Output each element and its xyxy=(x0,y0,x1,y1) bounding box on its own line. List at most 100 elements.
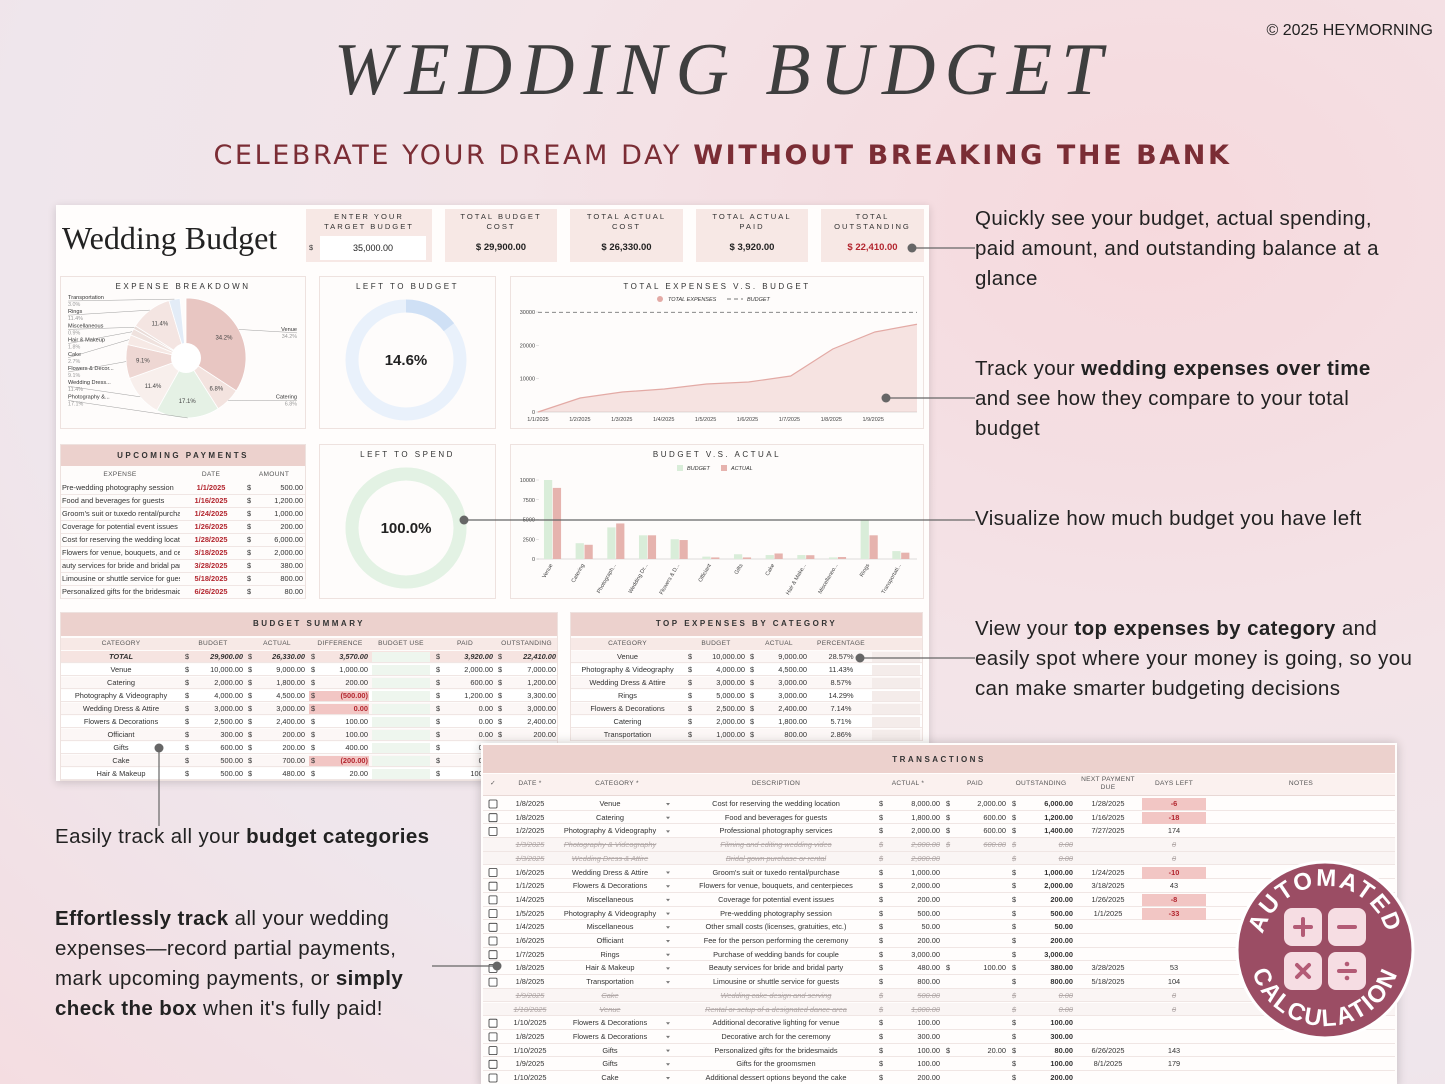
checkbox[interactable] xyxy=(488,895,498,905)
cell-description: Personalized gifts for the bridesmaids xyxy=(714,1045,838,1055)
kpi-currency: $ xyxy=(847,242,853,253)
checkbox[interactable] xyxy=(488,1046,498,1055)
cell-amount: 2,000.00 xyxy=(911,853,940,863)
cell: 200.00 xyxy=(345,678,368,687)
cell: 4,500.00 xyxy=(778,665,807,674)
cell-currency: $ xyxy=(688,691,693,700)
column-header: DATE * xyxy=(518,780,542,787)
callout: Visualize how much budget you have left xyxy=(975,504,1415,534)
cell: 5,000.00 xyxy=(716,691,745,700)
row-band xyxy=(483,797,1395,811)
cell-amount: 0.00 xyxy=(1058,853,1073,863)
connector-dot xyxy=(154,743,164,753)
checkbox[interactable] xyxy=(488,1018,498,1028)
checkbox[interactable] xyxy=(488,881,498,891)
checkbox[interactable] xyxy=(488,1032,498,1042)
cell: 1,000.00 xyxy=(716,730,745,739)
cell-currency: $ xyxy=(185,717,190,726)
row-band xyxy=(61,716,557,728)
percent-bar-cell xyxy=(872,730,920,740)
cell-currency: $ xyxy=(1012,922,1017,932)
checkbox[interactable] xyxy=(488,799,498,809)
bar xyxy=(679,540,688,559)
bar xyxy=(860,519,869,559)
kpi-input xyxy=(320,236,426,260)
cell-currency: $ xyxy=(185,665,190,674)
cell-amount: 1,000.00 xyxy=(911,1004,940,1014)
cell-date: 1/8/2025 xyxy=(515,799,545,808)
cell-amount: 100.00 xyxy=(917,1059,940,1069)
column-header: BUDGET USE xyxy=(378,640,424,647)
cell-currency: $ xyxy=(879,908,884,918)
dropdown-icon xyxy=(666,981,670,984)
cell-currency: $ xyxy=(688,704,693,713)
cell-currency: $ xyxy=(247,522,252,531)
column-header: ✓ xyxy=(490,780,496,787)
cell-date: 1/10/2025 xyxy=(513,1004,547,1014)
cell-amount: 8,000.00 xyxy=(911,799,940,808)
cell-amount: 2,000.00 xyxy=(911,840,940,850)
divide-dot xyxy=(1344,975,1350,981)
checkbox[interactable] xyxy=(488,1059,498,1069)
checkbox[interactable] xyxy=(488,950,498,960)
checkbox[interactable] xyxy=(488,909,498,918)
cell-amount: 200.00 xyxy=(917,1073,940,1082)
pie-label: Wedding Dress... xyxy=(68,380,111,386)
cell-days-left: 53 xyxy=(1169,963,1179,973)
cell-amount: 600.00 xyxy=(983,826,1006,836)
cell-amount: 200.00 xyxy=(1050,1073,1073,1082)
copyright: © 2025 HEYMORNING xyxy=(1266,22,1434,39)
connector-dot xyxy=(881,393,891,403)
row-band xyxy=(571,664,922,676)
cell: 800.00 xyxy=(784,730,807,739)
row-band xyxy=(571,651,922,663)
series-line xyxy=(537,323,918,413)
x-tick-label: 1/1/2025 xyxy=(527,417,548,423)
checkbox[interactable] xyxy=(488,827,498,836)
cell-currency: $ xyxy=(1012,1059,1017,1069)
cell-currency: $ xyxy=(946,799,951,808)
cell-currency: $ xyxy=(750,730,755,739)
cell-description: Filming and editing wedding video xyxy=(720,840,832,850)
checkbox[interactable] xyxy=(488,813,498,823)
pie-label-value: 3.0% xyxy=(68,302,80,308)
x-tick-label: 1/5/2025 xyxy=(695,417,716,423)
cell-currency: $ xyxy=(879,1059,884,1069)
cell-days-left: 143 xyxy=(1167,1045,1181,1055)
cell-amount: 2,000.00 xyxy=(1044,881,1073,891)
pie-value-label: 6.8% xyxy=(210,387,224,393)
cell-amount: 2,000.00 xyxy=(977,799,1006,808)
cell-currency: $ xyxy=(1012,853,1017,863)
checkbox[interactable] xyxy=(488,922,498,932)
callout-text: top expenses by category xyxy=(1074,617,1336,640)
dropdown-icon xyxy=(666,953,670,957)
cell-amount: 800.00 xyxy=(1050,977,1073,987)
callout: Track your wedding expenses over time an… xyxy=(975,354,1405,444)
checkbox[interactable] xyxy=(488,977,498,987)
cell: 6,000.00 xyxy=(274,535,303,544)
cell: Flowers for venue, bouquets, and ce xyxy=(62,548,180,557)
cell: 200.00 xyxy=(282,730,305,739)
cell-category: Catering xyxy=(596,812,624,822)
cell-currency: $ xyxy=(1012,881,1017,891)
cell-currency: $ xyxy=(248,730,253,739)
kpi-currency: $ xyxy=(601,242,607,253)
cell-amount: 0.00 xyxy=(1058,840,1073,850)
cell: 300.00 xyxy=(220,730,243,739)
panel-title: LEFT TO BUDGET xyxy=(355,282,459,291)
cell: Cake xyxy=(112,756,130,765)
cell: 1,200.00 xyxy=(274,496,303,505)
row-band xyxy=(483,851,1395,866)
budget-use-cell xyxy=(372,704,430,714)
subtitle-plain: CELEBRATE YOUR DREAM DAY xyxy=(213,140,683,171)
checkbox[interactable] xyxy=(488,1073,498,1083)
cell: 0.00 xyxy=(353,704,368,713)
cell-date: 1/10/2025 xyxy=(513,1018,547,1028)
cell: 80.00 xyxy=(284,587,304,596)
column-header: NOTES xyxy=(1288,780,1314,787)
checkbox[interactable] xyxy=(488,936,498,946)
cell-currency: $ xyxy=(185,678,190,687)
dropdown-icon xyxy=(666,1022,670,1025)
subtitle-bold: WITHOUT BREAKING THE BANK xyxy=(693,140,1232,171)
checkbox[interactable] xyxy=(488,868,498,877)
